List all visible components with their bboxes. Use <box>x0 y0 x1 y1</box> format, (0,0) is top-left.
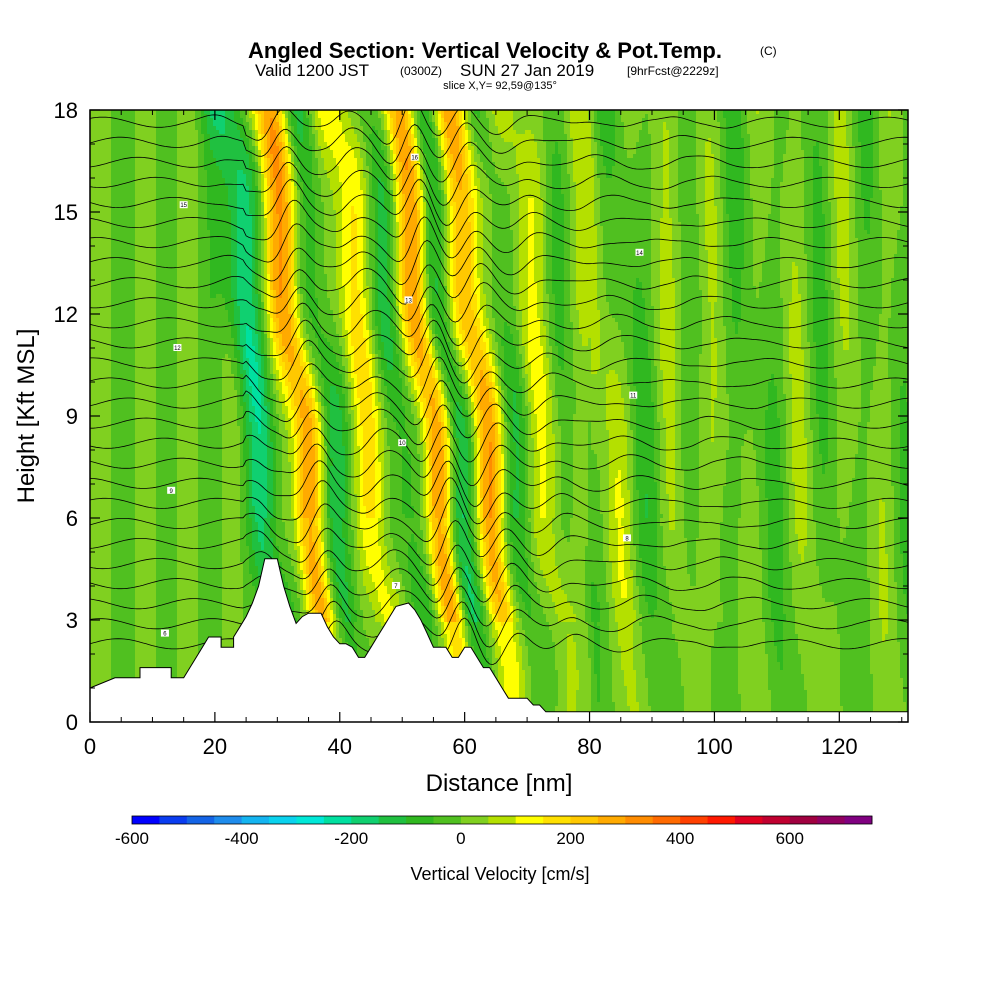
x-tick-label: 80 <box>577 734 601 759</box>
colorbar-swatch <box>296 816 324 824</box>
x-tick-label: 40 <box>328 734 352 759</box>
y-tick-label: 9 <box>66 404 78 429</box>
colorbar-tick-label: -400 <box>225 829 259 848</box>
y-tick-label: 6 <box>66 506 78 531</box>
x-axis-label: Distance [nm] <box>426 770 573 797</box>
x-tick-label: 0 <box>84 734 96 759</box>
chart-title: Angled Section: Vertical Velocity & Pot.… <box>248 38 722 63</box>
colorbar-swatch <box>132 816 160 824</box>
chart-title-units: (C) <box>760 44 777 58</box>
colorbar-ticks: -600 -400 -200 0 200 400 600 <box>115 829 804 848</box>
slice-label: slice X,Y= 92,59@135° <box>443 80 557 92</box>
colorbar-swatch <box>461 816 489 824</box>
colorbar-swatch <box>680 816 708 824</box>
colorbar-swatch <box>817 816 845 824</box>
colorbar-tick-label: 600 <box>776 829 804 848</box>
forecast-time: [9hrFcst@2229z] <box>627 64 719 78</box>
colorbar-swatch <box>406 816 434 824</box>
colorbar-swatch <box>708 816 736 824</box>
colorbar-swatch <box>159 816 187 824</box>
valid-date: SUN 27 Jan 2019 <box>460 61 594 80</box>
colorbar-swatch <box>790 816 818 824</box>
colorbar-swatch <box>598 816 626 824</box>
colorbar-swatch <box>187 816 215 824</box>
colorbar <box>132 816 872 824</box>
y-tick-label: 12 <box>54 302 78 327</box>
section-chart: Angled Section: Vertical Velocity & Pot.… <box>0 0 1000 1000</box>
contour-label: 11 <box>630 394 637 400</box>
contour-label: 10 <box>399 441 406 447</box>
velocity-field <box>90 110 910 723</box>
colorbar-tick-label: -600 <box>115 829 149 848</box>
y-tick-label: 3 <box>66 608 78 633</box>
x-tick-label: 120 <box>821 734 858 759</box>
y-tick-label: 15 <box>54 200 78 225</box>
y-axis-label: Height [Kft MSL] <box>13 329 40 504</box>
y-tick-label: 0 <box>66 710 78 735</box>
colorbar-swatch <box>571 816 599 824</box>
colorbar-swatch <box>433 816 461 824</box>
colorbar-swatch <box>762 816 790 824</box>
colorbar-swatch <box>269 816 297 824</box>
colorbar-tick-label: 0 <box>456 829 465 848</box>
colorbar-swatch <box>488 816 516 824</box>
colorbar-swatch <box>625 816 653 824</box>
colorbar-swatch <box>845 816 873 824</box>
colorbar-swatch <box>516 816 544 824</box>
colorbar-swatch <box>735 816 763 824</box>
colorbar-swatch <box>543 816 571 824</box>
contour-label: 16 <box>411 156 418 162</box>
colorbar-swatch <box>379 816 407 824</box>
valid-prefix: Valid 1200 JST <box>255 61 369 80</box>
colorbar-tick-label: 200 <box>556 829 584 848</box>
colorbar-label: Vertical Velocity [cm/s] <box>410 864 589 884</box>
colorbar-tick-label: -200 <box>334 829 368 848</box>
y-tick-label: 18 <box>54 98 78 123</box>
colorbar-swatch <box>214 816 242 824</box>
x-tick-label: 60 <box>452 734 476 759</box>
colorbar-swatch <box>242 816 270 824</box>
valid-utc: (0300Z) <box>400 64 442 78</box>
x-tick-label: 20 <box>203 734 227 759</box>
contour-label: 14 <box>636 251 643 257</box>
colorbar-swatch <box>351 816 379 824</box>
colorbar-tick-label: 400 <box>666 829 694 848</box>
contour-label: 15 <box>180 203 187 209</box>
x-tick-label: 100 <box>696 734 733 759</box>
colorbar-swatch <box>653 816 681 824</box>
contour-label: 13 <box>405 298 412 304</box>
colorbar-swatch <box>324 816 352 824</box>
contour-label: 12 <box>174 346 181 352</box>
